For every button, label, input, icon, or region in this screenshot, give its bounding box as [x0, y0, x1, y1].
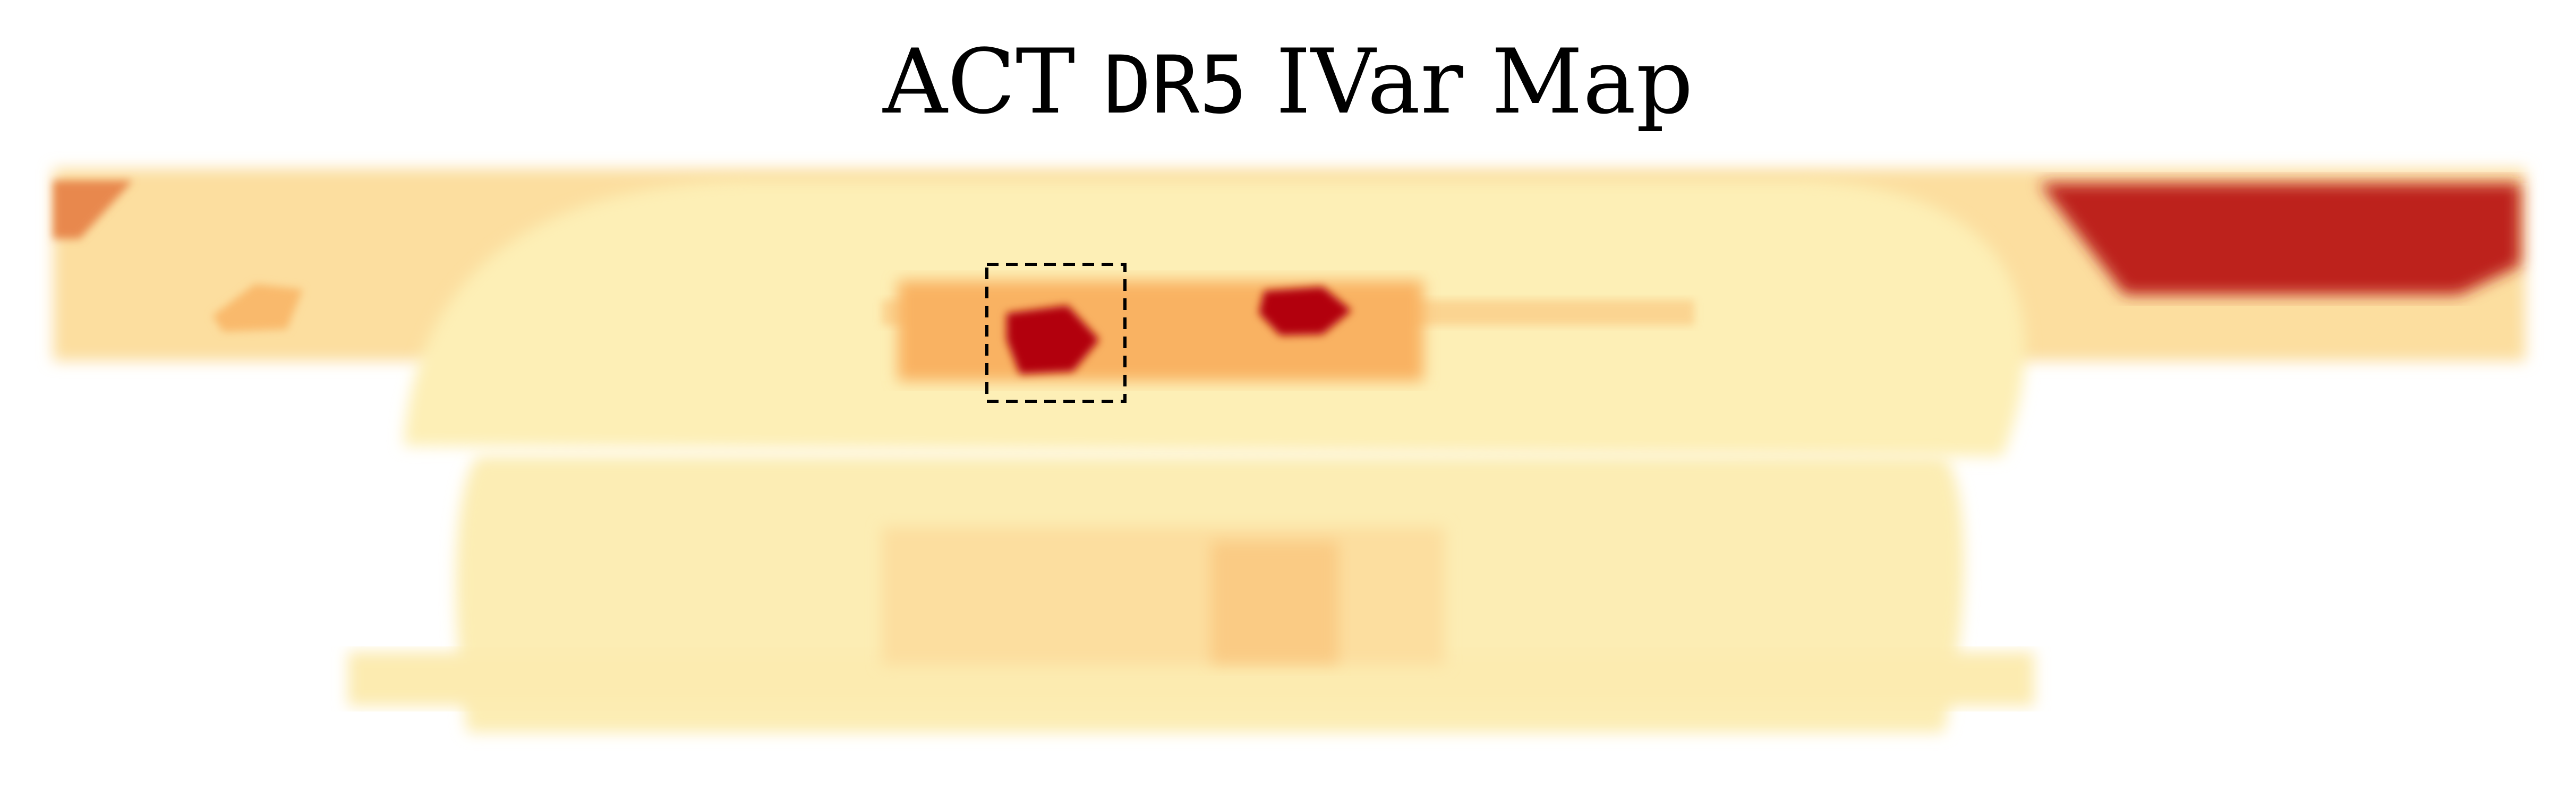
region-bottom-strip — [348, 652, 2034, 706]
region-hotspot-left — [1006, 305, 1099, 374]
region-inner-rectangle — [882, 527, 1445, 665]
region-left-small-patch — [212, 284, 303, 332]
chart-title: ACT DR5 IVar Map — [0, 37, 2576, 126]
chart-title-part-2: DR5 — [1103, 39, 1248, 132]
region-inner-rectangle-bright — [1211, 541, 1338, 664]
chart-title-part-1: ACT — [883, 30, 1104, 134]
chart-title-part-3: IVar Map — [1247, 30, 1693, 134]
highlight-box — [985, 263, 1127, 403]
region-hotspot-right — [1259, 287, 1352, 335]
region-central-strip — [898, 280, 1423, 381]
region-right-deep-field — [2040, 183, 2520, 295]
region-left-edge-patch — [53, 180, 133, 239]
